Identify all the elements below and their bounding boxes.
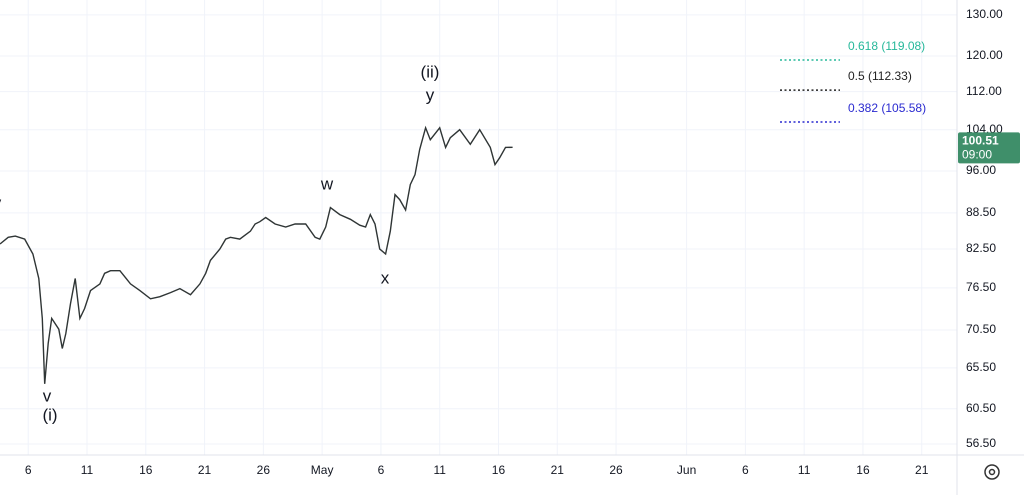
x-tick-label: 26	[609, 463, 623, 477]
wave-label: v	[0, 193, 2, 212]
settings-icon-center	[988, 468, 996, 476]
last-price-label: 100.51	[962, 133, 999, 147]
x-tick-label: Jun	[677, 463, 696, 477]
wave-label: (ii)	[421, 62, 440, 81]
y-tick-label: 88.50	[966, 205, 996, 219]
price-line	[0, 125, 513, 384]
y-tick-label: 70.50	[966, 322, 996, 336]
y-tick-label: 76.50	[966, 280, 996, 294]
x-tick-label: 11	[798, 463, 811, 477]
x-tick-label: 11	[433, 463, 446, 477]
wave-label: x	[381, 268, 390, 287]
x-tick-label: 21	[915, 463, 929, 477]
x-tick-label: 11	[81, 463, 94, 477]
x-tick-label: 21	[551, 463, 565, 477]
y-tick-label: 60.50	[966, 401, 996, 415]
x-tick-label: 26	[257, 463, 271, 477]
x-tick-label: 16	[139, 463, 153, 477]
x-tick-label: May	[311, 463, 334, 477]
x-tick-label: 21	[198, 463, 212, 477]
x-tick-label: 16	[492, 463, 506, 477]
wave-label: w	[320, 174, 334, 193]
countdown-label: 09:00	[962, 147, 992, 161]
wave-label: (i)	[42, 405, 57, 424]
wave-label: y	[426, 85, 435, 104]
y-tick-label: 120.00	[966, 48, 1003, 62]
last-price-box	[958, 132, 1020, 164]
x-tick-label: 6	[742, 463, 749, 477]
fib-label: 0.5 (112.33)	[848, 69, 912, 83]
fib-label: 0.618 (119.08)	[848, 39, 925, 53]
y-tick-label: 112.00	[966, 84, 1002, 98]
y-tick-label: 82.50	[966, 241, 996, 255]
y-tick-label: 130.00	[966, 7, 1003, 21]
y-tick-label: 56.50	[966, 436, 996, 450]
wave-label: v	[43, 386, 52, 405]
y-tick-label: 96.00	[966, 163, 996, 177]
x-tick-label: 6	[378, 463, 385, 477]
x-tick-label: 16	[856, 463, 870, 477]
y-tick-label: 65.50	[966, 360, 996, 374]
settings-icon[interactable]	[984, 464, 1000, 480]
fib-label: 0.382 (105.58)	[848, 101, 926, 115]
x-tick-label: 6	[25, 463, 32, 477]
